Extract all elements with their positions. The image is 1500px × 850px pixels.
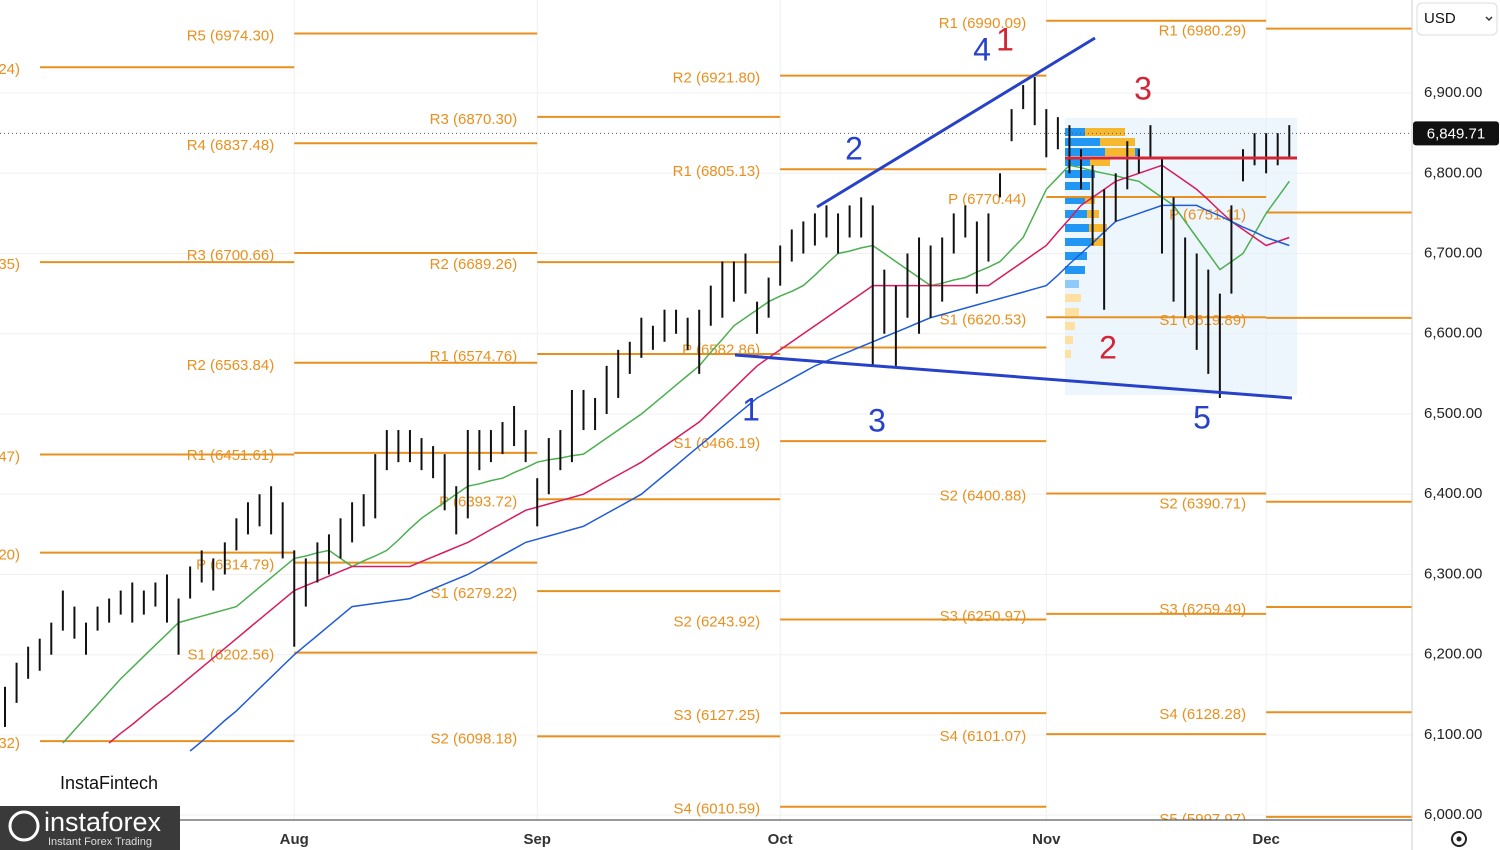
y-tick-label: 6,500.00 [1424, 405, 1482, 422]
pivot-label: S1 (6619.89) [1159, 312, 1246, 329]
pivot-label: R3 (6870.30) [430, 111, 518, 128]
brand-box [50, 766, 176, 800]
pivot-label: S5 (5997.97) [1159, 811, 1246, 828]
pivot-label: P (6770.44) [948, 191, 1026, 208]
pivot-label: S2 (6390.71) [1159, 496, 1246, 513]
logo-tagline: Instant Forex Trading [48, 836, 152, 848]
logo-name: instaforex [44, 807, 162, 837]
trendline [816, 36, 1096, 209]
pivot-label: S3 (6127.25) [673, 707, 760, 724]
wave-label: 1 [742, 391, 760, 427]
pivot-label: S3 (6250.97) [940, 608, 1027, 625]
pivot-label: R4 (6837.48) [187, 137, 275, 154]
pivot-label: R2 (6689.26) [430, 256, 518, 273]
pivot-label: S2 (6243.92) [673, 613, 760, 630]
y-tick-label: 6,400.00 [1424, 485, 1482, 502]
wave-label: 2 [1099, 329, 1117, 365]
y-tick-label: 6,300.00 [1424, 565, 1482, 582]
x-tick-label: Sep [523, 831, 551, 848]
wave-label: 4 [973, 31, 991, 67]
pivot-label: S2 (6098.18) [430, 730, 517, 747]
pivot-label: 20) [0, 547, 20, 564]
pivot-label: S1 (6202.56) [188, 647, 275, 664]
wave-label: 2 [845, 130, 863, 166]
pivot-label: R1 (6451.61) [187, 447, 275, 464]
price-bars [4, 77, 1291, 727]
pivot-label: S4 (6128.28) [1159, 706, 1246, 723]
brand: InstaFintech [60, 773, 158, 793]
x-tick-label: Nov [1032, 831, 1061, 848]
y-tick-label: 6,200.00 [1424, 646, 1482, 663]
wave-label: 3 [1134, 70, 1152, 106]
pivot-label: S2 (6400.88) [940, 488, 1027, 505]
pivot-label: R2 (6921.80) [673, 70, 761, 87]
pivot-label: 47) [0, 449, 20, 466]
pivot-label: P (6393.72) [439, 493, 517, 510]
pivot-label: R1 (6980.29) [1159, 23, 1247, 40]
pivot-label: R1 (6574.76) [430, 348, 518, 365]
pivots: 24) 35) 47) 20) 32) R5 (6974.30) R4 (6837.48) R… [0, 15, 1412, 828]
pivot-label: S1 (6279.22) [430, 585, 517, 602]
pivot-label: S4 (6010.59) [673, 801, 760, 818]
pivot-label: S3 (6259.49) [1159, 601, 1246, 618]
y-tick-label: 6,900.00 [1424, 84, 1482, 101]
pivot-label: S4 (6101.07) [940, 728, 1027, 745]
axes: 6,000.00 6,100.00 6,200.00 6,300.00 6,400.00… [280, 84, 1483, 848]
y-tick-label: 6,600.00 [1424, 325, 1482, 342]
currency-select[interactable]: USD [1416, 2, 1498, 36]
wave-label: 5 [1193, 399, 1211, 435]
pivot-label: 35) [0, 256, 20, 273]
currency-box[interactable] [1416, 2, 1498, 36]
chevron[interactable] [1485, 16, 1493, 22]
logo-icon [8, 810, 40, 842]
plot-area: 24) 35) 47) 20) 32) R5 (6974.30) R4 (6837.48) R… [0, 15, 1412, 828]
wave-label: 3 [868, 402, 886, 438]
pivot-label: R3 (6700.66) [187, 247, 275, 264]
pivot-label: 24) [0, 61, 20, 78]
x-tick-label: Aug [280, 831, 309, 848]
currency-label[interactable]: USD [1424, 10, 1456, 27]
y-tick-label: 6,100.00 [1424, 726, 1482, 743]
pivot-label: R1 (6990.09) [939, 15, 1027, 32]
pivot-label: S1 (6620.53) [940, 311, 1027, 328]
pivot-label: 32) [0, 735, 20, 752]
last-price-box [1413, 121, 1499, 146]
pivot-label: R1 (6805.13) [673, 163, 761, 180]
moving-average [189, 204, 1290, 752]
last-price-label: 6,849.71 [1427, 125, 1485, 142]
y-tick-label: 6,000.00 [1424, 806, 1482, 823]
grid [0, 0, 1412, 820]
pivot-label: S1 (6466.19) [673, 435, 760, 452]
x-tick-label: Dec [1252, 831, 1280, 848]
moving-average [62, 164, 1290, 744]
pivot-label: R2 (6563.84) [187, 357, 275, 374]
wave-label: 1 [996, 21, 1014, 57]
y-tick-label: 6,700.00 [1424, 245, 1482, 262]
y-tick-label: 6,800.00 [1424, 164, 1482, 181]
settings-icon[interactable] [1451, 831, 1467, 847]
pivot-label: P (6314.79) [196, 557, 274, 574]
trendline [734, 353, 1293, 400]
x-tick-label: Oct [768, 831, 793, 848]
pivot-label: R5 (6974.30) [187, 27, 275, 44]
